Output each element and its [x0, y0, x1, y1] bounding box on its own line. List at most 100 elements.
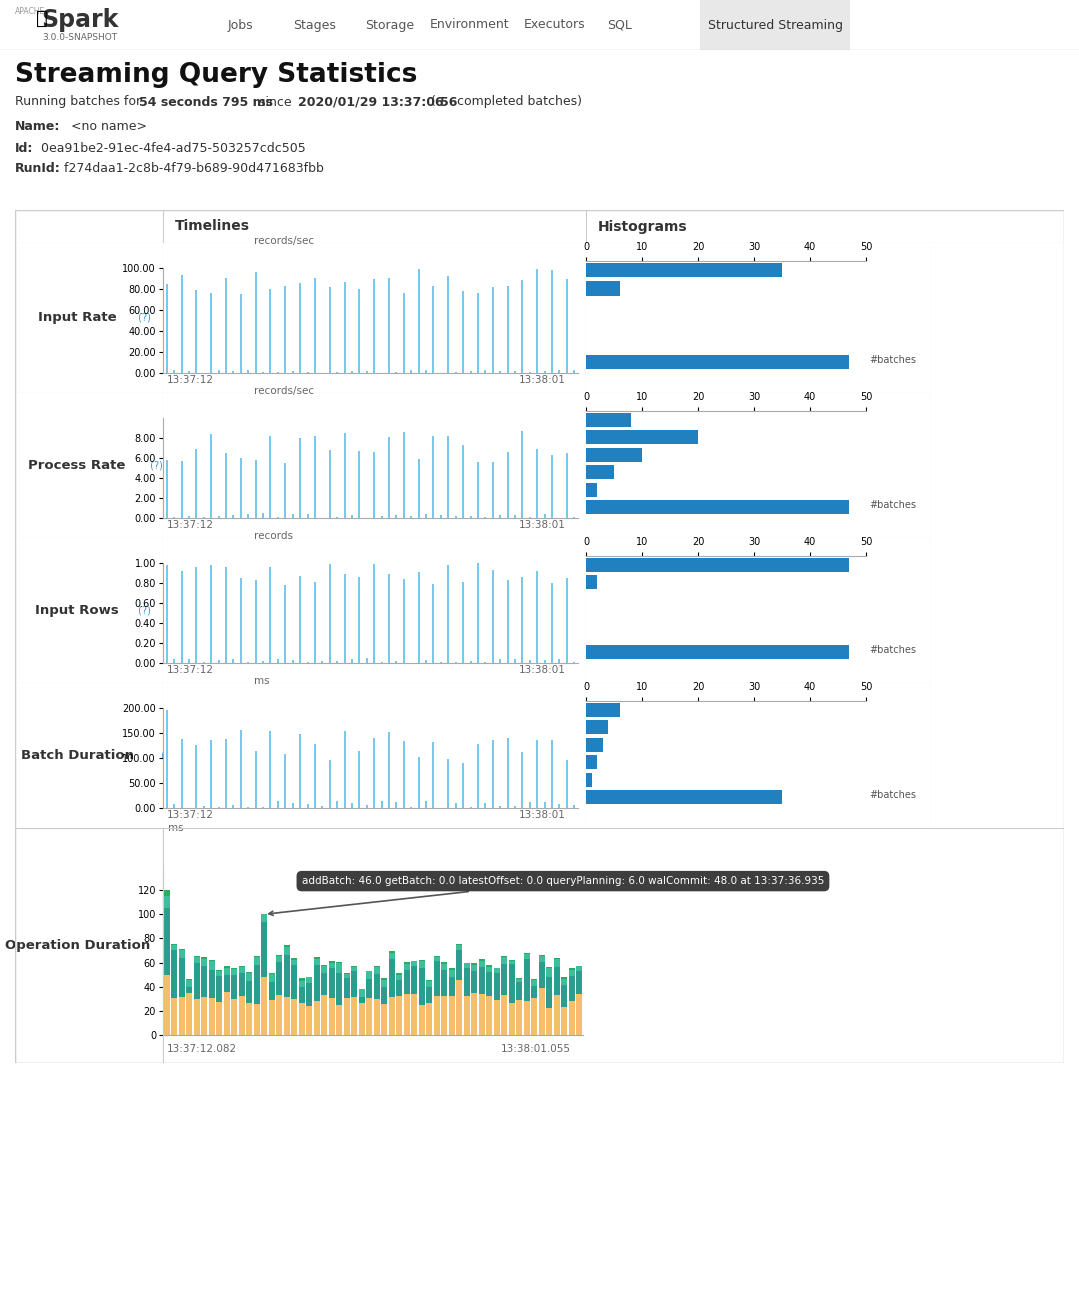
Bar: [404, 971, 410, 994]
Bar: [201, 960, 207, 965]
Bar: [449, 971, 455, 977]
Bar: [586, 756, 597, 769]
Text: SQL: SQL: [607, 18, 632, 31]
Bar: [223, 974, 230, 993]
Bar: [254, 964, 260, 1004]
Bar: [472, 971, 477, 993]
Bar: [426, 981, 433, 987]
Bar: [426, 980, 433, 981]
Text: APACHE: APACHE: [15, 8, 45, 17]
Text: #batches: #batches: [869, 500, 916, 510]
Bar: [508, 961, 515, 964]
Bar: [322, 973, 327, 995]
Bar: [538, 955, 545, 963]
Bar: [261, 921, 268, 977]
Bar: [269, 1000, 275, 1036]
Text: Operation Duration: Operation Duration: [4, 939, 150, 952]
Bar: [336, 973, 342, 1004]
Bar: [164, 974, 169, 1036]
Bar: [700, 0, 850, 49]
Bar: [193, 958, 200, 963]
Bar: [493, 968, 500, 973]
Text: #batches: #batches: [869, 355, 916, 366]
Text: Timelines: Timelines: [175, 220, 250, 233]
Bar: [586, 558, 849, 571]
Bar: [208, 998, 215, 1036]
Bar: [434, 961, 440, 997]
Bar: [269, 974, 275, 982]
Bar: [434, 997, 440, 1036]
Bar: [246, 1003, 252, 1036]
Bar: [479, 967, 484, 994]
Bar: [396, 976, 402, 980]
Text: Input Rate: Input Rate: [38, 311, 117, 324]
Bar: [486, 967, 492, 972]
Bar: [172, 950, 177, 998]
Text: (?): (?): [135, 314, 151, 323]
Bar: [396, 980, 402, 997]
Bar: [269, 982, 275, 1000]
Text: (?): (?): [159, 751, 174, 761]
Bar: [586, 703, 619, 717]
Bar: [441, 969, 448, 997]
Bar: [569, 971, 575, 976]
Bar: [388, 997, 395, 1036]
Bar: [449, 968, 455, 971]
Bar: [284, 946, 290, 947]
Text: Storage: Storage: [366, 18, 414, 31]
Bar: [561, 978, 568, 985]
Text: Structured Streaming: Structured Streaming: [708, 18, 843, 31]
Text: Process Rate: Process Rate: [28, 459, 126, 472]
Bar: [501, 995, 507, 1036]
Bar: [208, 961, 215, 969]
Bar: [164, 908, 169, 974]
Bar: [373, 998, 380, 1036]
Bar: [381, 1004, 387, 1036]
Bar: [508, 964, 515, 1003]
Bar: [358, 989, 365, 997]
Bar: [238, 995, 245, 1036]
Text: f274daa1-2c8b-4f79-b689-90d471683fbb: f274daa1-2c8b-4f79-b689-90d471683fbb: [60, 163, 324, 176]
Text: addBatch: 46.0 getBatch: 0.0 latestOffset: 0.0 queryPlanning: 6.0 walCommit: 48.: addBatch: 46.0 getBatch: 0.0 latestOffse…: [269, 876, 824, 916]
Text: #batches: #batches: [869, 645, 916, 654]
Bar: [373, 973, 380, 998]
Bar: [238, 967, 245, 973]
Bar: [486, 995, 492, 1036]
Bar: [172, 998, 177, 1036]
Bar: [472, 963, 477, 964]
Bar: [223, 968, 230, 974]
Bar: [586, 575, 597, 589]
Bar: [546, 968, 552, 977]
Bar: [322, 967, 327, 973]
Bar: [329, 968, 334, 998]
Bar: [0, 0, 180, 49]
Bar: [546, 977, 552, 1008]
Bar: [246, 973, 252, 981]
Bar: [586, 721, 609, 734]
Bar: [306, 1006, 313, 1036]
Bar: [193, 999, 200, 1036]
Bar: [554, 967, 560, 995]
Bar: [586, 448, 642, 462]
Bar: [172, 945, 177, 950]
Bar: [479, 960, 484, 967]
Bar: [216, 969, 222, 971]
Text: 13:37:12: 13:37:12: [167, 375, 214, 385]
Text: Executors: Executors: [524, 18, 586, 31]
Bar: [343, 974, 350, 978]
Bar: [576, 967, 583, 971]
Bar: [456, 946, 463, 950]
Bar: [586, 466, 614, 479]
Bar: [351, 967, 357, 971]
Bar: [404, 964, 410, 971]
Bar: [291, 958, 298, 960]
Bar: [516, 982, 522, 1000]
Bar: [404, 963, 410, 964]
Bar: [254, 1004, 260, 1036]
Bar: [464, 997, 470, 1036]
Text: 2020/01/29 13:37:06: 2020/01/29 13:37:06: [298, 95, 443, 108]
Bar: [576, 994, 583, 1036]
Text: (?): (?): [147, 461, 163, 471]
Bar: [569, 976, 575, 1000]
Bar: [164, 896, 169, 908]
